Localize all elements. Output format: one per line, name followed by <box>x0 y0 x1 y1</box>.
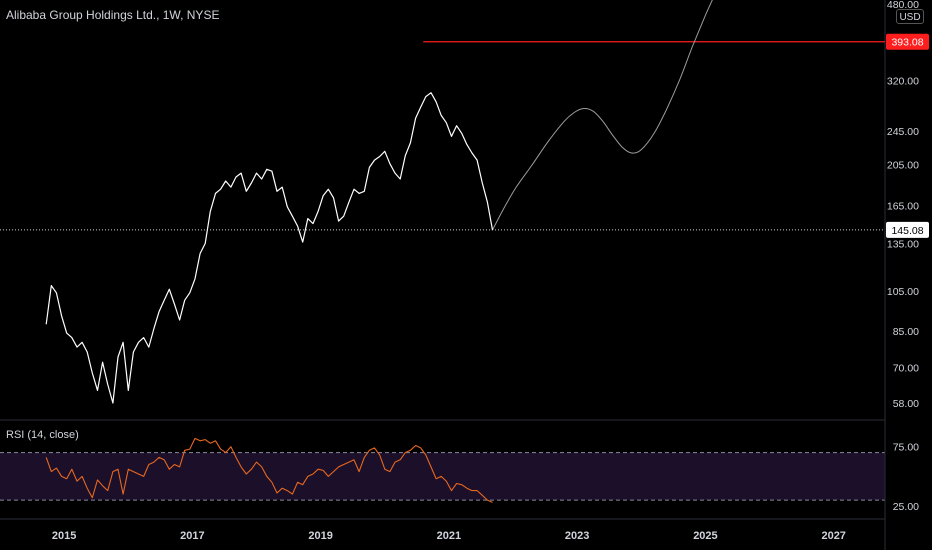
price-tick-label: 165.00 <box>887 201 919 213</box>
time-tick-label: 2025 <box>693 530 717 542</box>
current-price-tag: 145.08 <box>886 221 929 238</box>
time-tick-label: 2023 <box>565 530 589 542</box>
projection-curve[interactable] <box>492 0 719 231</box>
price-tick-label: 58.00 <box>893 398 919 410</box>
time-axis[interactable]: 2015 2017 2019 2021 2023 2025 2027 <box>52 530 846 542</box>
target-price-tag-label: 393.08 <box>891 37 923 49</box>
currency-badge[interactable]: USD <box>896 9 924 24</box>
rsi-tick-label: 75.00 <box>893 442 919 454</box>
rsi-series-line[interactable] <box>45 437 493 503</box>
price-tick-label: 85.00 <box>893 326 919 338</box>
time-tick-label: 2021 <box>437 530 461 542</box>
rsi-axis[interactable]: 75.00 25.00 <box>893 442 919 513</box>
current-price-tag-bg <box>886 221 929 238</box>
time-tick-label: 2017 <box>180 530 204 542</box>
target-price-tag-bg <box>886 33 929 50</box>
current-price-tag-label: 145.08 <box>891 225 923 237</box>
target-price-tag: 393.08 <box>886 33 929 50</box>
price-tick-label: 135.00 <box>887 238 919 250</box>
price-axis[interactable]: 480.00 320.00 245.00 205.00 165.00 135.00 105.… <box>887 0 919 410</box>
price-tick-label: 245.00 <box>887 126 919 138</box>
time-tick-label: 2015 <box>52 530 76 542</box>
rsi-indicator-label[interactable]: RSI (14, close) <box>6 429 79 441</box>
rsi-tick-label: 25.00 <box>893 501 919 513</box>
price-tick-label: 320.00 <box>887 76 919 88</box>
price-tick-label: 205.00 <box>887 160 919 172</box>
price-tick-label: 70.00 <box>893 362 919 374</box>
price-tick-label: 480.00 <box>887 0 919 11</box>
rsi-band <box>0 452 885 501</box>
time-tick-label: 2019 <box>308 530 332 542</box>
price-tick-label: 105.00 <box>887 286 919 298</box>
price-series-line[interactable] <box>45 92 494 404</box>
symbol-title[interactable]: Alibaba Group Holdings Ltd., 1W, NYSE <box>6 8 220 22</box>
time-tick-label: 2027 <box>821 530 845 542</box>
